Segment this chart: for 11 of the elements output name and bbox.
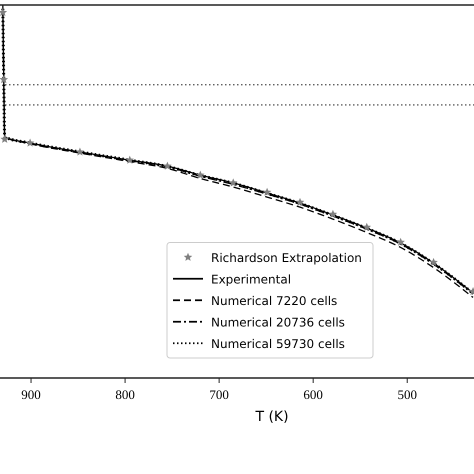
x-tick-label: 800 xyxy=(115,387,135,402)
x-tick-label: 500 xyxy=(397,387,417,402)
legend-label: Numerical 20736 cells xyxy=(211,315,345,330)
legend-label: Richardson Extrapolation xyxy=(211,250,362,265)
x-tick-label: 700 xyxy=(209,387,229,402)
x-tick-label: 600 xyxy=(303,387,323,402)
x-tick-label: 900 xyxy=(21,387,41,402)
legend-label: Numerical 59730 cells xyxy=(211,336,345,351)
legend-label: Experimental xyxy=(211,272,292,286)
x-axis-title: T (K) xyxy=(254,409,289,425)
legend-label: Numerical 7220 cells xyxy=(211,294,338,308)
